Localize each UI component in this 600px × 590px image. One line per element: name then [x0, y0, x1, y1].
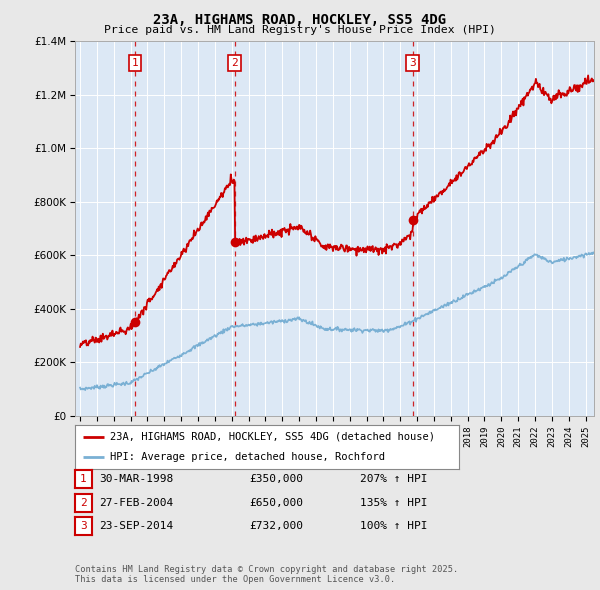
- Text: 135% ↑ HPI: 135% ↑ HPI: [360, 498, 427, 507]
- Text: 2: 2: [80, 498, 87, 507]
- Text: 1: 1: [131, 58, 138, 68]
- Text: 27-FEB-2004: 27-FEB-2004: [99, 498, 173, 507]
- Text: Price paid vs. HM Land Registry's House Price Index (HPI): Price paid vs. HM Land Registry's House …: [104, 25, 496, 35]
- Text: 207% ↑ HPI: 207% ↑ HPI: [360, 474, 427, 484]
- Text: 30-MAR-1998: 30-MAR-1998: [99, 474, 173, 484]
- Text: 3: 3: [409, 58, 416, 68]
- Text: Contains HM Land Registry data © Crown copyright and database right 2025.
This d: Contains HM Land Registry data © Crown c…: [75, 565, 458, 584]
- Text: 23-SEP-2014: 23-SEP-2014: [99, 522, 173, 531]
- Text: £650,000: £650,000: [249, 498, 303, 507]
- Text: 100% ↑ HPI: 100% ↑ HPI: [360, 522, 427, 531]
- Text: 2: 2: [231, 58, 238, 68]
- Text: £732,000: £732,000: [249, 522, 303, 531]
- Text: 23A, HIGHAMS ROAD, HOCKLEY, SS5 4DG (detached house): 23A, HIGHAMS ROAD, HOCKLEY, SS5 4DG (det…: [110, 432, 434, 442]
- Text: 1: 1: [80, 474, 87, 484]
- Text: 3: 3: [80, 522, 87, 531]
- Text: HPI: Average price, detached house, Rochford: HPI: Average price, detached house, Roch…: [110, 452, 385, 462]
- Text: £350,000: £350,000: [249, 474, 303, 484]
- Text: 23A, HIGHAMS ROAD, HOCKLEY, SS5 4DG: 23A, HIGHAMS ROAD, HOCKLEY, SS5 4DG: [154, 13, 446, 27]
